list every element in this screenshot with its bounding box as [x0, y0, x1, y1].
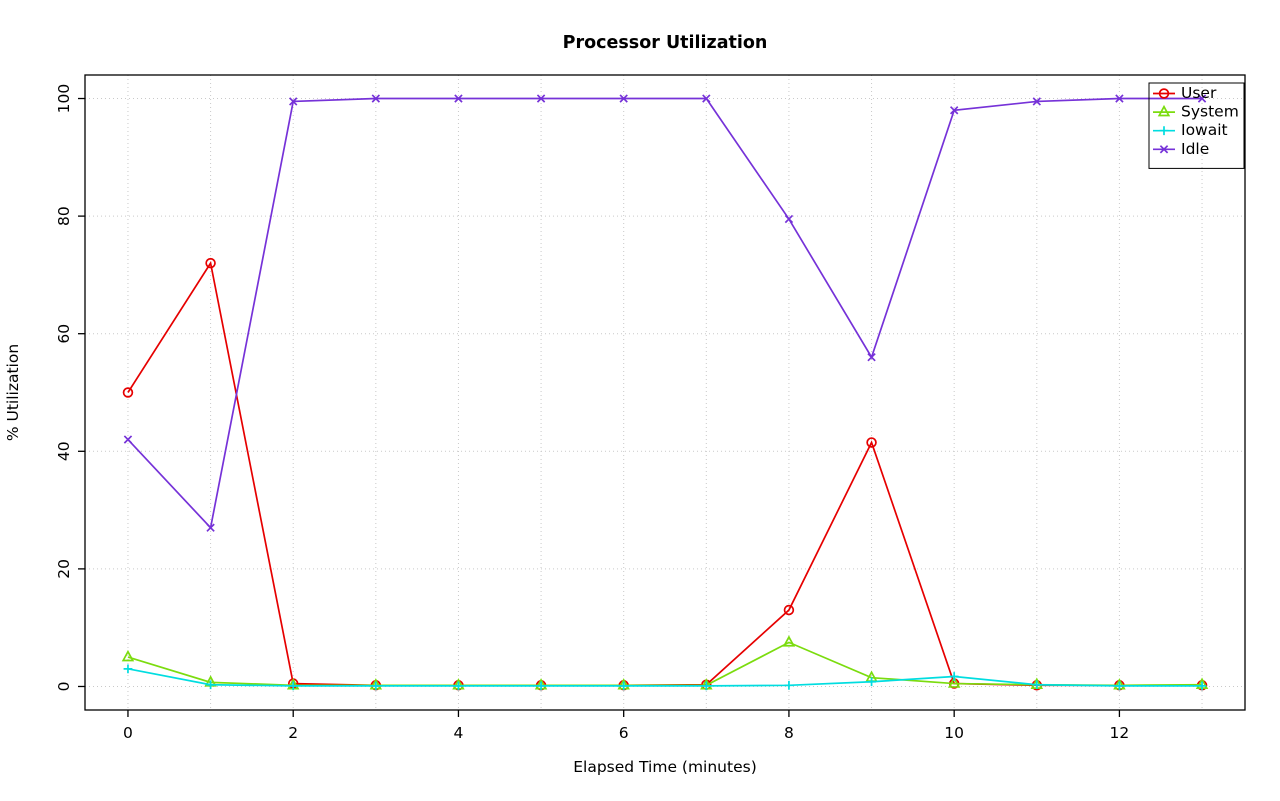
x-marker [454, 94, 463, 103]
y-tick-label: 100 [55, 84, 73, 114]
y-tick-label: 40 [55, 441, 73, 461]
y-tick-label: 20 [55, 559, 73, 579]
x-marker [123, 435, 133, 444]
plus-marker [1115, 681, 1124, 691]
plus-marker [454, 681, 463, 691]
y-tick-label: 0 [55, 682, 73, 692]
x-marker [1115, 94, 1124, 103]
circle-marker [205, 257, 216, 269]
legend-box [1148, 82, 1245, 169]
y-axis: 0 20 40 60 80 100 [55, 84, 85, 692]
legend-label-system: System [1181, 103, 1239, 121]
x-marker [702, 94, 711, 103]
plus-marker [949, 672, 959, 681]
plus-marker [123, 664, 133, 674]
plus-marker [784, 680, 794, 690]
x-marker [1032, 97, 1041, 106]
triangle-marker [782, 635, 796, 647]
chart-title: Processor Utilization [563, 33, 768, 53]
series-line-iowait [127, 668, 1203, 687]
circle-marker [866, 437, 877, 448]
series-idle [123, 94, 1207, 532]
x-marker [949, 106, 959, 115]
plus-marker [536, 681, 546, 691]
x-tick-label: 6 [619, 724, 629, 742]
grid-lines [85, 75, 1245, 710]
y-tick-label: 80 [55, 206, 73, 226]
x-marker [1159, 145, 1169, 154]
legend-label-idle: Idle [1181, 140, 1209, 158]
plus-marker [288, 681, 298, 691]
x-marker [371, 94, 381, 103]
x-tick-label: 4 [454, 724, 464, 742]
plus-marker [619, 681, 629, 691]
plus-marker [701, 681, 711, 691]
x-tick-label: 12 [1110, 724, 1130, 742]
plus-marker [1197, 681, 1207, 691]
plus-marker [1159, 126, 1169, 136]
series-line-idle [127, 97, 1203, 530]
x-marker [1197, 94, 1207, 103]
plus-marker [867, 677, 876, 687]
triangle-marker [947, 676, 961, 688]
series-user [122, 257, 1208, 691]
legend-label-user: User [1181, 84, 1217, 102]
y-axis-label: % Utilization [4, 344, 22, 441]
series-iowait [123, 664, 1207, 691]
triangle-marker [121, 649, 135, 662]
circle-marker [1158, 88, 1170, 99]
circle-marker [783, 604, 795, 616]
series-line-user [127, 260, 1203, 687]
triangle-marker [1157, 104, 1171, 117]
x-marker [206, 523, 215, 532]
plot-border [84, 74, 1246, 711]
y-tick-label: 60 [55, 324, 73, 344]
plus-marker [371, 681, 381, 691]
x-marker [536, 94, 546, 103]
x-tick-label: 0 [123, 724, 133, 742]
x-axis-label: Elapsed Time (minutes) [573, 758, 757, 776]
x-axis: 0 2 4 6 8 10 12 [123, 710, 1129, 742]
legend-label-iowait: Iowait [1181, 121, 1228, 139]
x-tick-label: 10 [944, 724, 964, 742]
x-tick-label: 8 [784, 724, 794, 742]
x-marker [784, 214, 794, 224]
x-marker [867, 353, 876, 362]
circle-marker [122, 387, 134, 398]
plus-marker [1032, 680, 1042, 690]
x-marker [619, 94, 628, 103]
x-marker [289, 97, 298, 106]
x-tick-label: 2 [288, 724, 298, 742]
plus-marker [206, 680, 215, 690]
